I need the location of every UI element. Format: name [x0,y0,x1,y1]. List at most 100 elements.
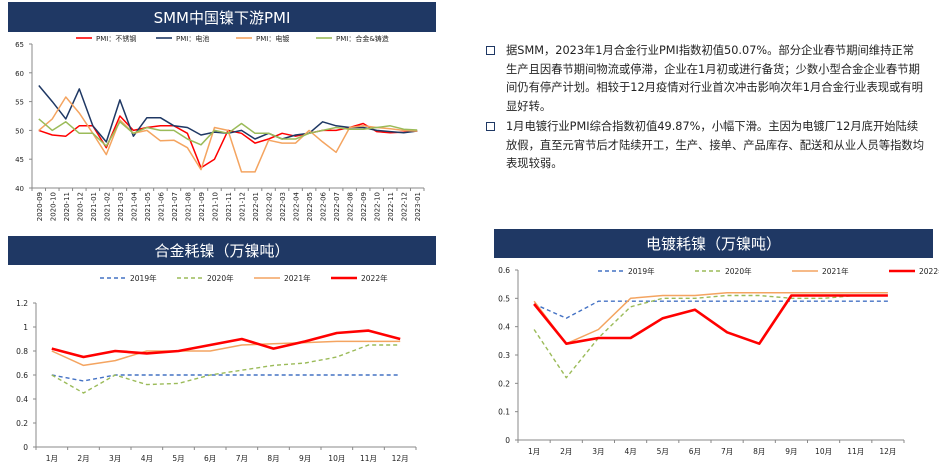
note-text-plating: 1月电镀行业PMI综合指数初值49.87%，小幅下滑。主因为电镀厂12月底开始陆… [506,120,924,170]
x-tick-label: 2020-10 [49,192,57,221]
x-tick-label: 4月 [141,454,153,463]
y-tick-label: 1 [23,323,28,332]
x-tick-label: 2021-02 [103,192,111,221]
alloy-chart-title-banner: 合金耗镍（万镍吨） [8,236,436,265]
pmi-line-chart: 40 45 50 55 60 65 2020-09 2020-10 2020-11 2020-12… [15,34,425,221]
legend-label: 2021年 [284,273,311,283]
x-tick-label: 2021-12 [239,192,247,221]
x-tick-label: 2020-12 [76,192,84,221]
x-tick-label: 2月 [560,447,572,456]
series-line [533,294,888,379]
x-tick-label: 10月 [328,454,345,463]
x-tick-label: 3月 [592,447,604,456]
x-tick-label: 2022-08 [347,192,355,221]
x-tick-label: 11月 [360,454,377,463]
x-tick-label: 2022-03 [279,192,287,221]
x-tick-label: 2021-09 [198,192,206,221]
plating-chart-title: 电镀耗镍（万镍吨） [645,235,781,253]
series-line [51,340,401,367]
x-tick-label: 2022-02 [266,192,274,221]
x-tick-label: 7月 [236,454,248,463]
pmi-chart-title: SMM中国镍下游PMI [153,8,291,27]
x-tick-label: 2022-07 [333,192,341,221]
x-tick-label: 2月 [77,454,89,463]
y-tick-label: 0.4 [498,323,510,332]
y-tick-label: 0.2 [498,379,510,388]
x-tick-label: 2022-10 [374,192,382,221]
note-item: 1月电镀行业PMI综合指数初值49.87%，小幅下滑。主因为电镀厂12月底开始陆… [484,118,924,174]
legend-label: PMI：不锈钢 [96,34,136,43]
x-tick-label: 6月 [204,454,216,463]
x-tick-label: 2022-11 [387,192,395,221]
x-tick-label: 2022-05 [306,192,314,221]
series-line [533,300,888,319]
x-tick-label: 2023-01 [414,192,422,221]
x-tick-label: 5月 [172,454,184,463]
x-tick-label: 2021-04 [130,191,138,221]
x-tick-label: 11月 [847,447,864,456]
series-line [38,96,418,173]
x-tick-label: 2021-06 [157,191,165,221]
legend-label: PMI：电镀 [256,34,289,43]
note-item: 据SMM，2023年1月合金行业PMI指数初值50.07%。部分企业春节期间维持… [484,42,924,116]
x-tick-label: 2020-11 [63,192,71,221]
legend-label: 2022年 [361,273,388,283]
y-tick-label: 0.4 [16,395,28,404]
plating-nickel-line-chart: 0 0.1 0.2 0.3 0.4 0.5 0.6 1月 2月 3月 4月 5月 6月 7月 8月 9月 10月… [498,266,939,456]
note-text-alloy: 据SMM，2023年1月合金行业PMI指数初值50.07%。部分企业春节期间维持… [506,44,923,113]
legend-label: PMI：电池 [176,34,209,43]
x-tick-label: 3月 [109,454,121,463]
series-line [51,374,401,382]
x-tick-label: 2020-09 [36,192,44,221]
x-tick-label: 2022-06 [320,191,328,221]
x-tick-label: 12月 [879,447,896,456]
y-tick-label: 0.1 [498,408,510,417]
legend-label: PMI：合金&铸造 [336,34,389,43]
x-tick-label: 9月 [299,454,311,463]
x-tick-label: 2021-01 [90,192,98,221]
x-tick-label: 1月 [46,454,58,463]
y-tick-label: 0.6 [16,371,28,380]
y-tick-label: 60 [15,70,24,78]
y-tick-label: 65 [15,41,24,49]
x-tick-label: 2021-03 [117,192,125,221]
alloy-nickel-line-chart: 0 0.2 0.4 0.6 0.8 1 1.2 1月 2月 3月 4月 5月 6月 7月 8月 9月 10月 11… [16,273,417,463]
x-tick-label: 2021-08 [184,192,192,221]
x-tick-label: 2021-10 [211,192,219,221]
series-line [51,329,401,359]
y-tick-label: 55 [15,99,24,107]
x-tick-label: 5月 [657,447,669,456]
series-line [51,344,401,394]
x-tick-label: 9月 [785,447,797,456]
x-tick-label: 8月 [753,447,765,456]
legend-label: 2020年 [207,273,234,283]
series-line [533,291,888,345]
x-tick-label: 12月 [392,454,409,463]
square-bullet-icon [486,46,495,55]
y-tick-label: 0.6 [498,266,510,275]
series-line [533,294,888,345]
square-bullet-icon [486,122,495,131]
y-tick-label: 0.3 [498,351,510,360]
legend-label: 2021年 [822,266,849,276]
plating-chart-title-banner: 电镀耗镍（万镍吨） [494,229,933,258]
x-tick-label: 2022-12 [401,192,409,221]
legend-label: 2019年 [130,273,157,283]
y-tick-label: 50 [15,127,24,135]
y-tick-label: 0 [23,443,28,452]
legend-label: 2022年 [919,266,939,276]
x-tick-label: 2021-07 [171,192,179,221]
x-tick-label: 2022-04 [293,191,301,221]
x-tick-label: 10月 [815,447,832,456]
y-tick-label: 0.8 [16,347,28,356]
x-tick-label: 2021-11 [225,192,233,221]
alloy-chart-title: 合金耗镍（万镍吨） [154,242,290,260]
series-line [38,118,418,147]
legend-label: 2020年 [725,266,752,276]
legend-label: 2019年 [628,266,655,276]
y-tick-label: 0.5 [498,294,510,303]
x-tick-label: 4月 [624,447,636,456]
y-tick-label: 40 [15,185,24,193]
y-tick-label: 45 [15,156,24,164]
y-tick-label: 0.2 [16,419,28,428]
